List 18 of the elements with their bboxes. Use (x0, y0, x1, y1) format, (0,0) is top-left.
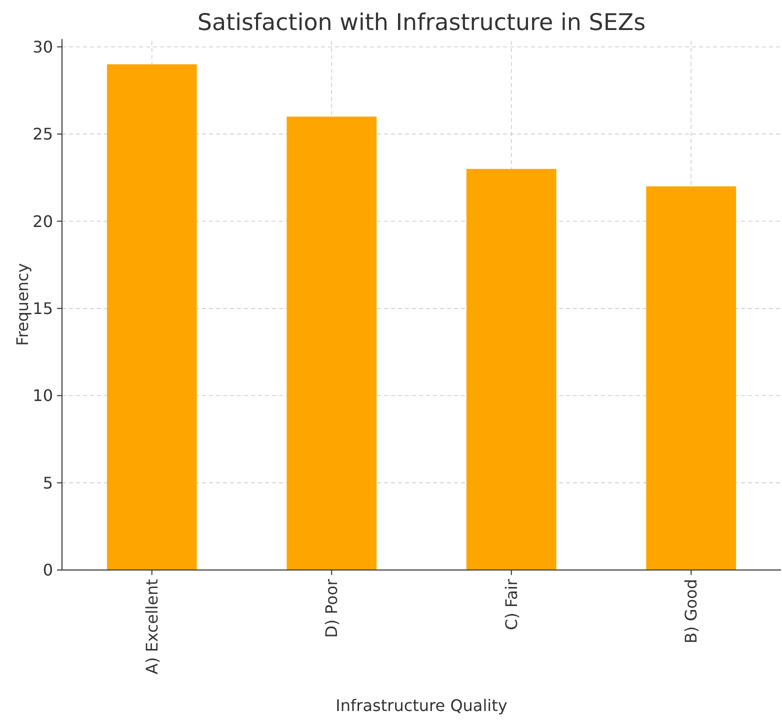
y-tick-label: 0 (42, 560, 53, 580)
bar (286, 116, 377, 570)
y-tick-label: 20 (32, 212, 53, 231)
x-tick-label: A) Excellent (142, 579, 162, 674)
y-tick-label: 25 (32, 124, 53, 144)
x-axis-title: Infrastructure Quality (336, 696, 508, 715)
y-axis-title: Frequency (13, 263, 32, 346)
chart-title: Satisfaction with Infrastructure in SEZs (197, 10, 646, 36)
y-tick-label: 15 (32, 299, 53, 318)
y-tick-label: 10 (32, 386, 53, 406)
x-tick-label: C) Fair (502, 578, 521, 630)
x-tick-label: B) Good (682, 579, 701, 644)
y-tick-label: 30 (32, 37, 53, 56)
bar (106, 64, 197, 570)
y-tick-label: 5 (42, 473, 53, 492)
bar (646, 186, 736, 570)
x-tick-label: D) Poor (322, 578, 342, 638)
bar (466, 168, 556, 570)
